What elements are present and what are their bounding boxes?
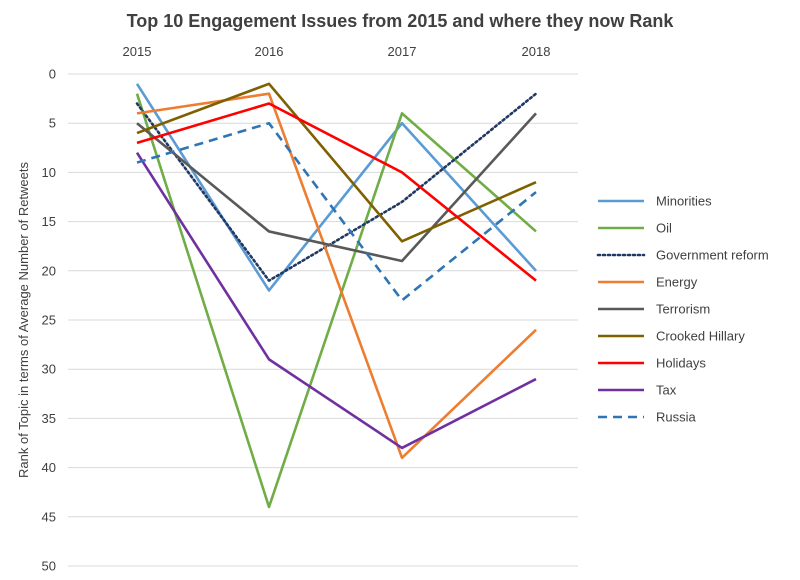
legend-item: Government reform: [596, 248, 769, 263]
series-lines: [135, 82, 538, 509]
legend-item: Tax: [598, 383, 677, 398]
y-axis-ticks: 0 5 10 15 20 25 30 35 40 45 50: [42, 67, 56, 574]
legend-label: Russia: [656, 410, 697, 425]
y-tick-label: 35: [42, 411, 56, 426]
y-tick-label: 5: [49, 116, 56, 131]
chart-title: Top 10 Engagement Issues from 2015 and w…: [127, 11, 675, 31]
legend-label: Government reform: [656, 248, 769, 263]
y-tick-label: 40: [42, 460, 56, 475]
series-line-terrorism: [136, 112, 537, 263]
x-axis-ticks: 2015 2016 2017 2018: [123, 44, 551, 59]
legend-label: Oil: [656, 221, 672, 236]
legend: Minorities Oil Government reform Energy Terr…: [596, 194, 769, 425]
y-tick-label: 0: [49, 67, 56, 82]
series-line-crooked-hillary: [136, 82, 537, 243]
legend-label: Tax: [656, 383, 677, 398]
series-line-tax: [135, 152, 537, 450]
series-line-government-reform: [135, 92, 538, 282]
x-tick-label: 2017: [388, 44, 417, 59]
legend-item: Russia: [598, 410, 697, 425]
legend-item: Minorities: [598, 194, 712, 209]
legend-item: Oil: [598, 221, 672, 236]
series-line-russia: [136, 121, 537, 302]
legend-label: Crooked Hillary: [656, 329, 745, 344]
series-line-holidays: [136, 102, 537, 282]
y-tick-label: 10: [42, 165, 56, 180]
y-tick-label: 30: [42, 362, 56, 377]
legend-item: Holidays: [598, 356, 706, 371]
x-tick-label: 2018: [522, 44, 551, 59]
legend-item: Energy: [598, 275, 698, 290]
y-tick-label: 20: [42, 263, 56, 278]
y-tick-label: 50: [42, 559, 56, 574]
legend-label: Terrorism: [656, 302, 710, 317]
y-tick-label: 25: [42, 313, 56, 328]
series-line-oil: [135, 93, 537, 509]
legend-label: Minorities: [656, 194, 712, 209]
legend-item: Terrorism: [598, 302, 710, 317]
x-tick-label: 2016: [255, 44, 284, 59]
y-tick-label: 45: [42, 509, 56, 524]
y-axis-title: Rank of Topic in terms of Average Number…: [16, 162, 31, 479]
x-tick-label: 2015: [123, 44, 152, 59]
y-tick-label: 15: [42, 214, 56, 229]
legend-item: Crooked Hillary: [598, 329, 745, 344]
legend-label: Energy: [656, 275, 698, 290]
legend-label: Holidays: [656, 356, 706, 371]
series-line-energy: [136, 92, 537, 460]
series-line-minorities: [135, 83, 537, 292]
